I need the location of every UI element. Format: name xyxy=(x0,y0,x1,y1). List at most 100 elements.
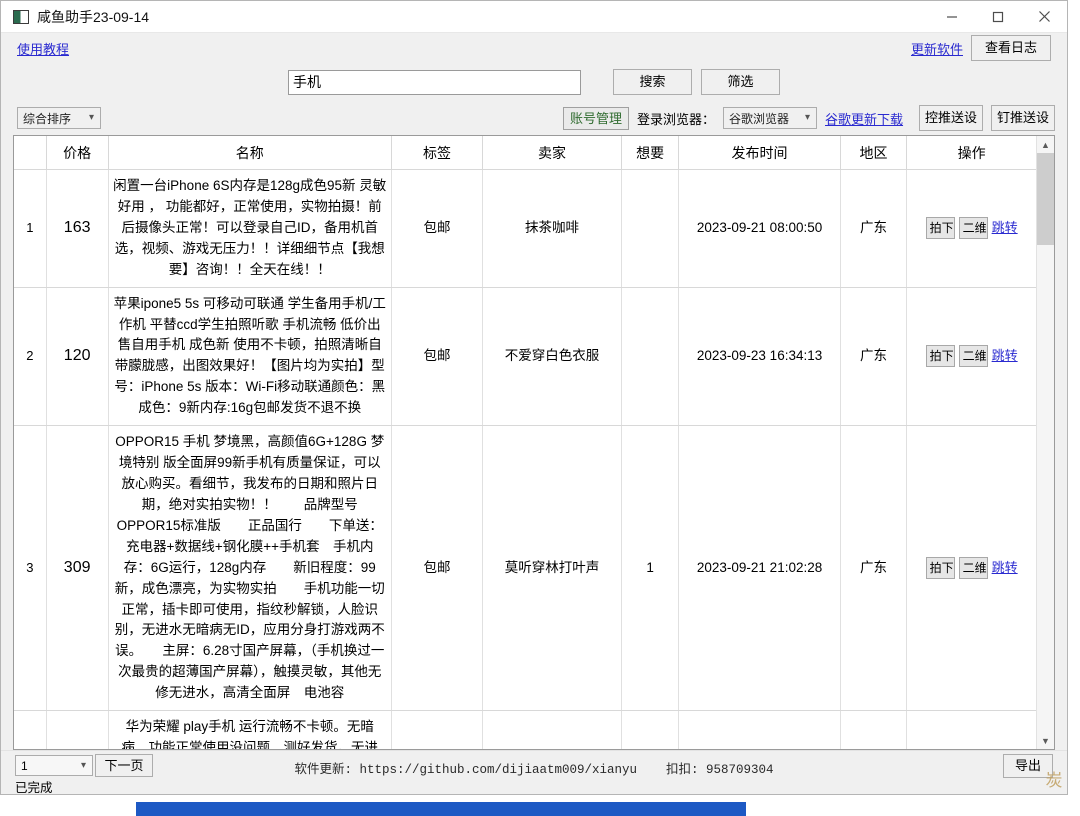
buy-button[interactable]: 拍下 xyxy=(925,345,955,368)
scrollbar-thumb[interactable] xyxy=(1037,153,1054,245)
buy-button[interactable]: 拍下 xyxy=(925,557,955,580)
wechat-push-settings-button[interactable]: 控推送设 xyxy=(919,105,983,131)
operations-group: 拍下二维码跳转 xyxy=(911,345,1032,368)
cell-seller: 莫听穿林打叶声 xyxy=(482,425,622,712)
cell-tag: 包邮 xyxy=(391,169,484,288)
scrollbar-track[interactable] xyxy=(1037,153,1054,732)
qq-info-text: 扣扣: 958709304 xyxy=(666,763,774,777)
update-info-text: 软件更新: https://github.com/dijiaatm009/xia… xyxy=(294,763,637,777)
cell-price: 309 xyxy=(46,425,109,712)
app-window: 咸鱼助手23-09-14 使用教程 更新软件 查看日志 搜索 筛选 综合排序 ▾… xyxy=(0,0,1068,795)
cell-name: 闲置一台iPhone 6S内存是128g成色95新 灵敏好用 ， 功能都好，正常… xyxy=(108,169,392,288)
column-header-tag[interactable]: 标签 xyxy=(391,136,484,170)
top-toolbar: 使用教程 更新软件 查看日志 xyxy=(1,33,1067,63)
column-header-region[interactable]: 地区 xyxy=(840,136,908,170)
column-header-ops[interactable]: 操作 xyxy=(906,136,1036,170)
search-input[interactable] xyxy=(288,69,581,95)
cell-index: 1 xyxy=(14,169,47,288)
sort-select[interactable]: 综合排序 ▾ xyxy=(17,107,101,129)
table-body: 1 163 闲置一台iPhone 6S内存是128g成色95新 灵敏好用 ， 功能都… xyxy=(14,169,1036,749)
cell-region: 广东 xyxy=(840,287,908,427)
desktop-right-gutter xyxy=(1068,0,1080,795)
bottom-bar: 1 ▾ 下一页 已完成 软件更新: https://github.com/dij… xyxy=(1,750,1067,795)
watermark-icon: 炭 xyxy=(1045,771,1063,791)
table-row[interactable]: 1 163 闲置一台iPhone 6S内存是128g成色95新 灵敏好用 ， 功能都… xyxy=(14,169,1036,288)
chevron-down-icon: ▾ xyxy=(805,112,811,123)
scroll-down-icon[interactable]: ▼ xyxy=(1041,735,1050,746)
cell-tag: 包邮 xyxy=(391,710,484,749)
cell-operations: 拍下二维码跳转 xyxy=(906,710,1036,749)
column-header-seller[interactable]: 卖家 xyxy=(482,136,622,170)
filter-button[interactable]: 筛选 xyxy=(701,69,780,95)
page-select[interactable]: 1 ▾ xyxy=(15,755,93,776)
update-software-link[interactable]: 更新软件 xyxy=(910,41,963,57)
cell-operations: 拍下二维码跳转 xyxy=(906,169,1036,288)
chevron-down-icon: ▾ xyxy=(88,112,94,123)
table-row[interactable]: 4277华为荣耀 play手机 运行流畅不卡顿。无暗病，功能正常使用没问题，测好… xyxy=(14,710,1036,749)
cell-operations: 拍下二维码跳转 xyxy=(906,425,1036,712)
cell-time: 2023-06-01 20:38:49 xyxy=(678,710,841,749)
maximize-button[interactable] xyxy=(975,1,1021,32)
cell-region: 四川 xyxy=(840,710,908,749)
table-header: 价格 名称 标签 卖家 想要 发布时间 地区 操作 xyxy=(14,136,1036,170)
cell-name: 华为荣耀 play手机 运行流畅不卡顿。无暗病，功能正常使用没问题，测好发货。无… xyxy=(108,710,392,749)
column-header-index[interactable] xyxy=(14,136,47,170)
cell-want: 1 xyxy=(621,425,680,712)
cell-time: 2023-09-21 21:02:28 xyxy=(678,425,841,712)
buy-button[interactable]: 拍下 xyxy=(925,217,955,240)
cell-index: 3 xyxy=(14,425,47,712)
push-settings-group: 控推送设 钉推送设 xyxy=(919,105,1055,131)
search-button[interactable]: 搜索 xyxy=(613,69,692,95)
qrcode-button[interactable]: 二维码 xyxy=(958,557,988,580)
cell-time: 2023-09-21 08:00:50 xyxy=(678,169,841,288)
status-text: 已完成 xyxy=(15,781,53,795)
close-button[interactable] xyxy=(1021,1,1067,32)
account-manage-button[interactable]: 账号管理 xyxy=(563,106,630,130)
column-header-name[interactable]: 名称 xyxy=(108,136,392,170)
column-header-want[interactable]: 想要 xyxy=(621,136,680,170)
cell-index: 2 xyxy=(14,287,47,427)
chrome-download-link[interactable]: 谷歌更新下载 xyxy=(825,111,904,127)
chevron-down-icon: ▾ xyxy=(80,760,86,771)
cell-name: OPPOR15 手机 梦境黑，高颜值6G+128G 梦境特别 版全面屏99新手机… xyxy=(108,425,392,712)
dingtalk-push-settings-button[interactable]: 钉推送设 xyxy=(991,105,1055,131)
cell-want xyxy=(621,710,680,749)
vertical-scrollbar[interactable]: ▲ ▼ xyxy=(1036,136,1054,749)
view-log-button[interactable]: 查看日志 xyxy=(971,35,1051,61)
qrcode-button[interactable]: 二维码 xyxy=(958,217,988,240)
browser-select-value: 谷歌浏览器 xyxy=(729,111,790,126)
cell-time: 2023-09-23 16:34:13 xyxy=(678,287,841,427)
tutorial-link[interactable]: 使用教程 xyxy=(17,41,70,57)
table-header-row: 价格 名称 标签 卖家 想要 发布时间 地区 操作 xyxy=(14,136,1036,170)
table-row[interactable]: 3 309 OPPOR15 手机 梦境黑，高颜值6G+128G 梦境特别 版全面屏9… xyxy=(14,425,1036,712)
export-button[interactable]: 导出 xyxy=(1003,754,1053,778)
window-title: 咸鱼助手23-09-14 xyxy=(37,8,150,25)
column-header-price[interactable]: 价格 xyxy=(46,136,109,170)
cell-index: 4 xyxy=(14,710,47,749)
cell-region: 广东 xyxy=(840,169,908,288)
qrcode-button[interactable]: 二维码 xyxy=(958,345,988,368)
cell-name: 苹果ipone5 5s 可移动可联通 学生备用手机/工作机 平替ccd学生拍照听… xyxy=(108,287,392,427)
results-table: 价格 名称 标签 卖家 想要 发布时间 地区 操作 1 163 闲置一台iPhone… xyxy=(14,136,1036,749)
jump-link[interactable]: 跳转 xyxy=(991,348,1018,364)
cell-seller: 抹茶咖啡 xyxy=(482,169,622,288)
jump-link[interactable]: 跳转 xyxy=(991,560,1018,576)
column-header-time[interactable]: 发布时间 xyxy=(678,136,841,170)
jump-link[interactable]: 跳转 xyxy=(991,220,1018,236)
scroll-up-icon[interactable]: ▲ xyxy=(1041,139,1050,150)
next-page-button[interactable]: 下一页 xyxy=(95,754,153,777)
title-bar: 咸鱼助手23-09-14 xyxy=(1,1,1067,33)
cell-tag: 包邮 xyxy=(391,425,484,712)
cell-seller: 沧海桑田 xyxy=(482,710,622,749)
login-browser-label: 登录浏览器： xyxy=(637,111,716,127)
second-toolbar: 综合排序 ▾ 账号管理 登录浏览器： 谷歌浏览器 ▾ 谷歌更新下载 控推送设 钉… xyxy=(1,101,1067,135)
operations-group: 拍下二维码跳转 xyxy=(911,217,1032,240)
page-select-value: 1 xyxy=(21,758,28,773)
cell-price: 277 xyxy=(46,710,109,749)
browser-select[interactable]: 谷歌浏览器 ▾ xyxy=(723,107,818,129)
results-table-container: 价格 名称 标签 卖家 想要 发布时间 地区 操作 1 163 闲置一台iPhone… xyxy=(13,135,1055,750)
minimize-button[interactable] xyxy=(929,1,975,32)
search-row: 搜索 筛选 xyxy=(1,63,1067,101)
table-row[interactable]: 2 120 苹果ipone5 5s 可移动可联通 学生备用手机/工作机 平替ccd学… xyxy=(14,287,1036,427)
taskbar xyxy=(136,802,746,816)
